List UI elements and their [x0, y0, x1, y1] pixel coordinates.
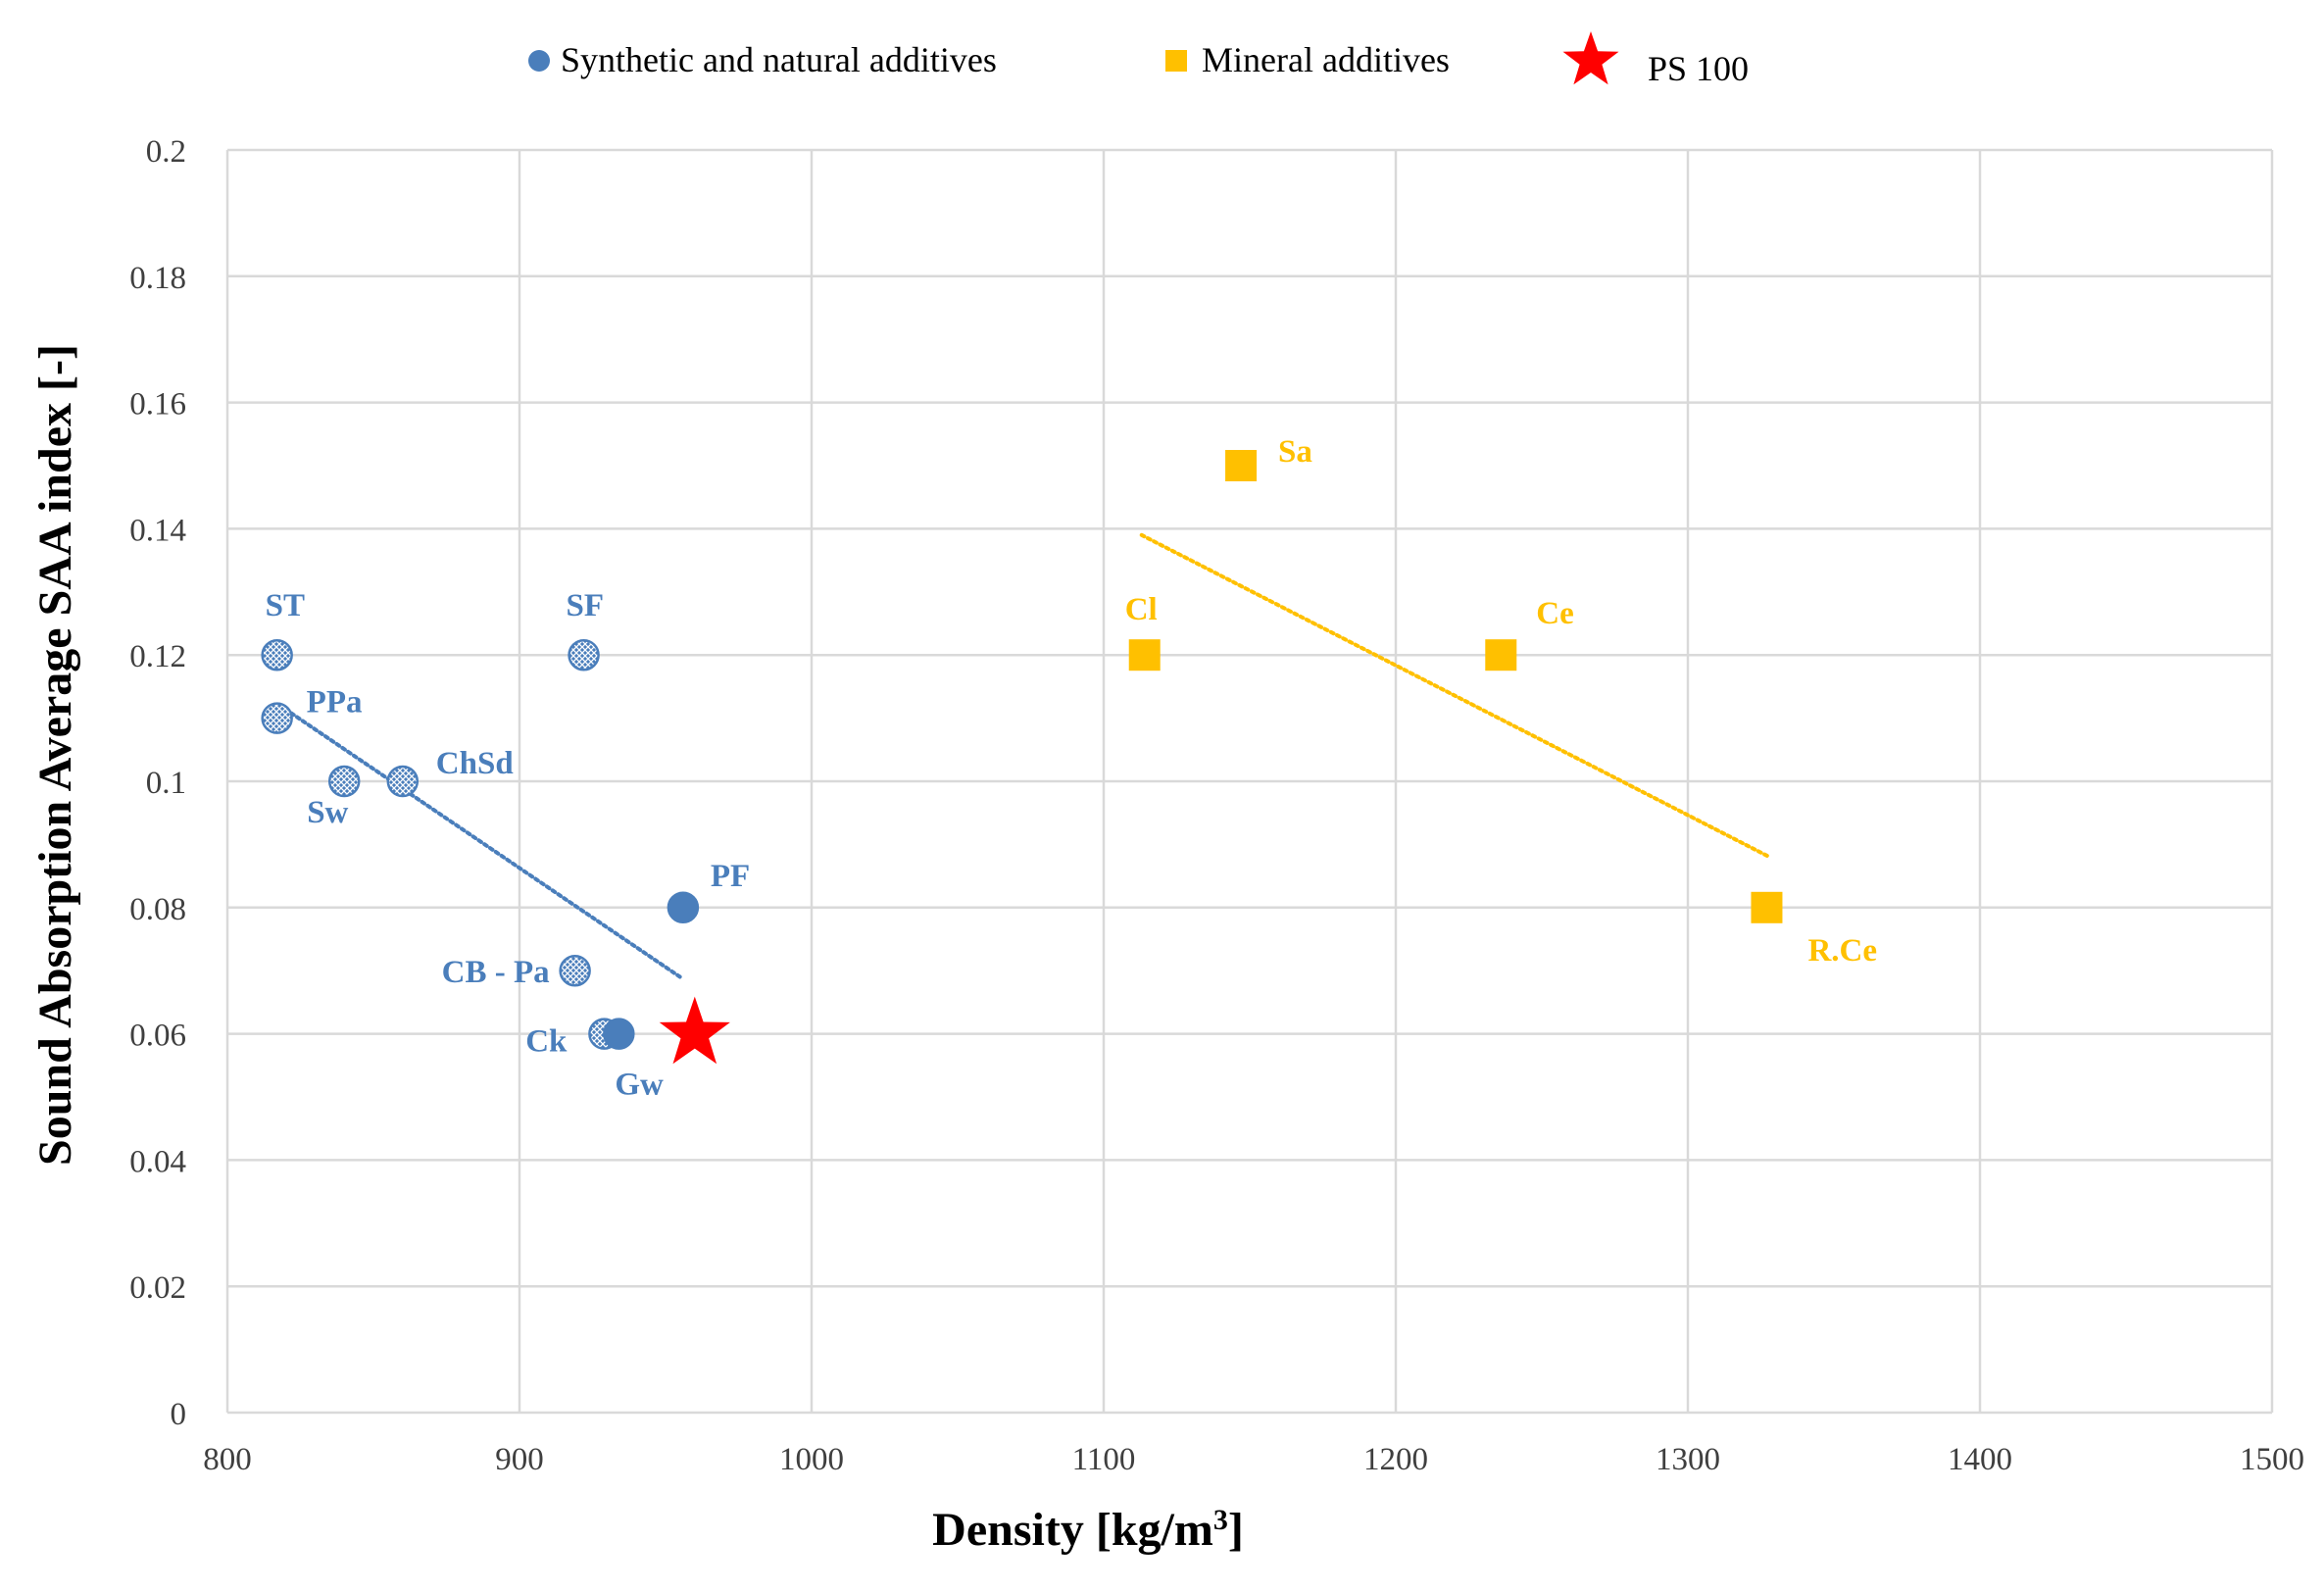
point-cl: [1128, 639, 1161, 671]
y-tick-label: 0.16: [129, 387, 186, 423]
x-tick-label: 1000: [779, 1442, 844, 1477]
label-pf: PF: [711, 859, 750, 894]
y-tick-label: 0.1: [146, 766, 186, 801]
data-points: [261, 450, 1783, 1065]
point-pf: [667, 891, 700, 924]
x-tick-label: 1200: [1363, 1442, 1428, 1477]
x-tick-label: 900: [495, 1442, 544, 1477]
point-ce: [1485, 639, 1517, 671]
label-gw: Gw: [615, 1068, 664, 1103]
legend-square-marker: [1165, 50, 1187, 72]
y-tick-label: 0.06: [129, 1019, 186, 1054]
label-ce: Ce: [1536, 596, 1573, 631]
point-ps100-star: [659, 996, 730, 1065]
point-gw: [603, 1018, 635, 1050]
trendline-mineral: [1139, 532, 1772, 860]
legend-label-ps100: PS 100: [1648, 49, 1749, 88]
y-tick-label: 0.08: [129, 892, 186, 927]
legend: Synthetic and natural additives Mineral …: [528, 31, 1749, 88]
y-tick-label: 0.18: [129, 261, 186, 296]
x-tick-label: 1400: [1948, 1442, 2012, 1477]
y-tick-label: 0: [171, 1397, 187, 1432]
legend-label-mineral: Mineral additives: [1202, 40, 1450, 79]
label-chsd: ChSd: [436, 746, 514, 781]
point-sf: [568, 638, 600, 671]
y-axis-title: Sound Absorption Average SAA index [-]: [29, 344, 81, 1166]
point-cb-pa: [559, 954, 591, 987]
legend-star-marker: [1562, 31, 1619, 85]
point-ppa: [261, 702, 293, 734]
label-ppa: PPa: [307, 685, 363, 721]
grid: [225, 148, 2274, 1415]
legend-circle-marker: [528, 50, 550, 72]
y-tick-label: 0.04: [129, 1144, 186, 1179]
x-axis-title-main: Density [kg/m: [932, 1504, 1213, 1556]
x-axis-title-superscript: 3: [1213, 1504, 1228, 1536]
point-r-ce: [1751, 891, 1783, 923]
legend-label-synthetic: Synthetic and natural additives: [561, 40, 997, 79]
y-tick-label: 0.14: [129, 513, 186, 548]
label-cl: Cl: [1125, 592, 1158, 627]
x-tick-label: 1500: [2240, 1442, 2304, 1477]
label-ck: Ck: [525, 1024, 568, 1060]
point-sa: [1225, 450, 1258, 481]
y-tick-label: 0.12: [129, 639, 186, 674]
tick-labels: 800 900 1000 1100 1200 1300 1400 1500 0 0.02 0.04 0…: [129, 134, 2304, 1477]
x-axis-title: Density [kg/m3]: [932, 1504, 1244, 1557]
x-tick-label: 800: [203, 1442, 252, 1477]
x-axis-title-suffix: ]: [1228, 1504, 1244, 1556]
y-tick-label: 0.02: [129, 1270, 186, 1306]
y-tick-label: 0.2: [146, 134, 186, 170]
label-st: ST: [266, 588, 305, 623]
trendlines: [277, 532, 1772, 979]
trendline-synthetic: [277, 703, 682, 979]
point-sw: [327, 765, 361, 798]
label-sa: Sa: [1278, 434, 1312, 470]
point-st: [261, 638, 293, 671]
point-chsd: [386, 765, 420, 798]
x-tick-label: 1100: [1072, 1442, 1136, 1477]
label-r-ce: R.Ce: [1807, 933, 1877, 969]
label-sw: Sw: [307, 795, 348, 830]
x-tick-label: 1300: [1656, 1442, 1720, 1477]
label-cb-pa: CB - Pa: [442, 955, 550, 990]
label-sf: SF: [567, 588, 605, 623]
point-labels: ST PPa Sw ChSd SF PF CB - Pa Ck Gw Sa Cl Ce R.Ce: [266, 434, 1877, 1103]
